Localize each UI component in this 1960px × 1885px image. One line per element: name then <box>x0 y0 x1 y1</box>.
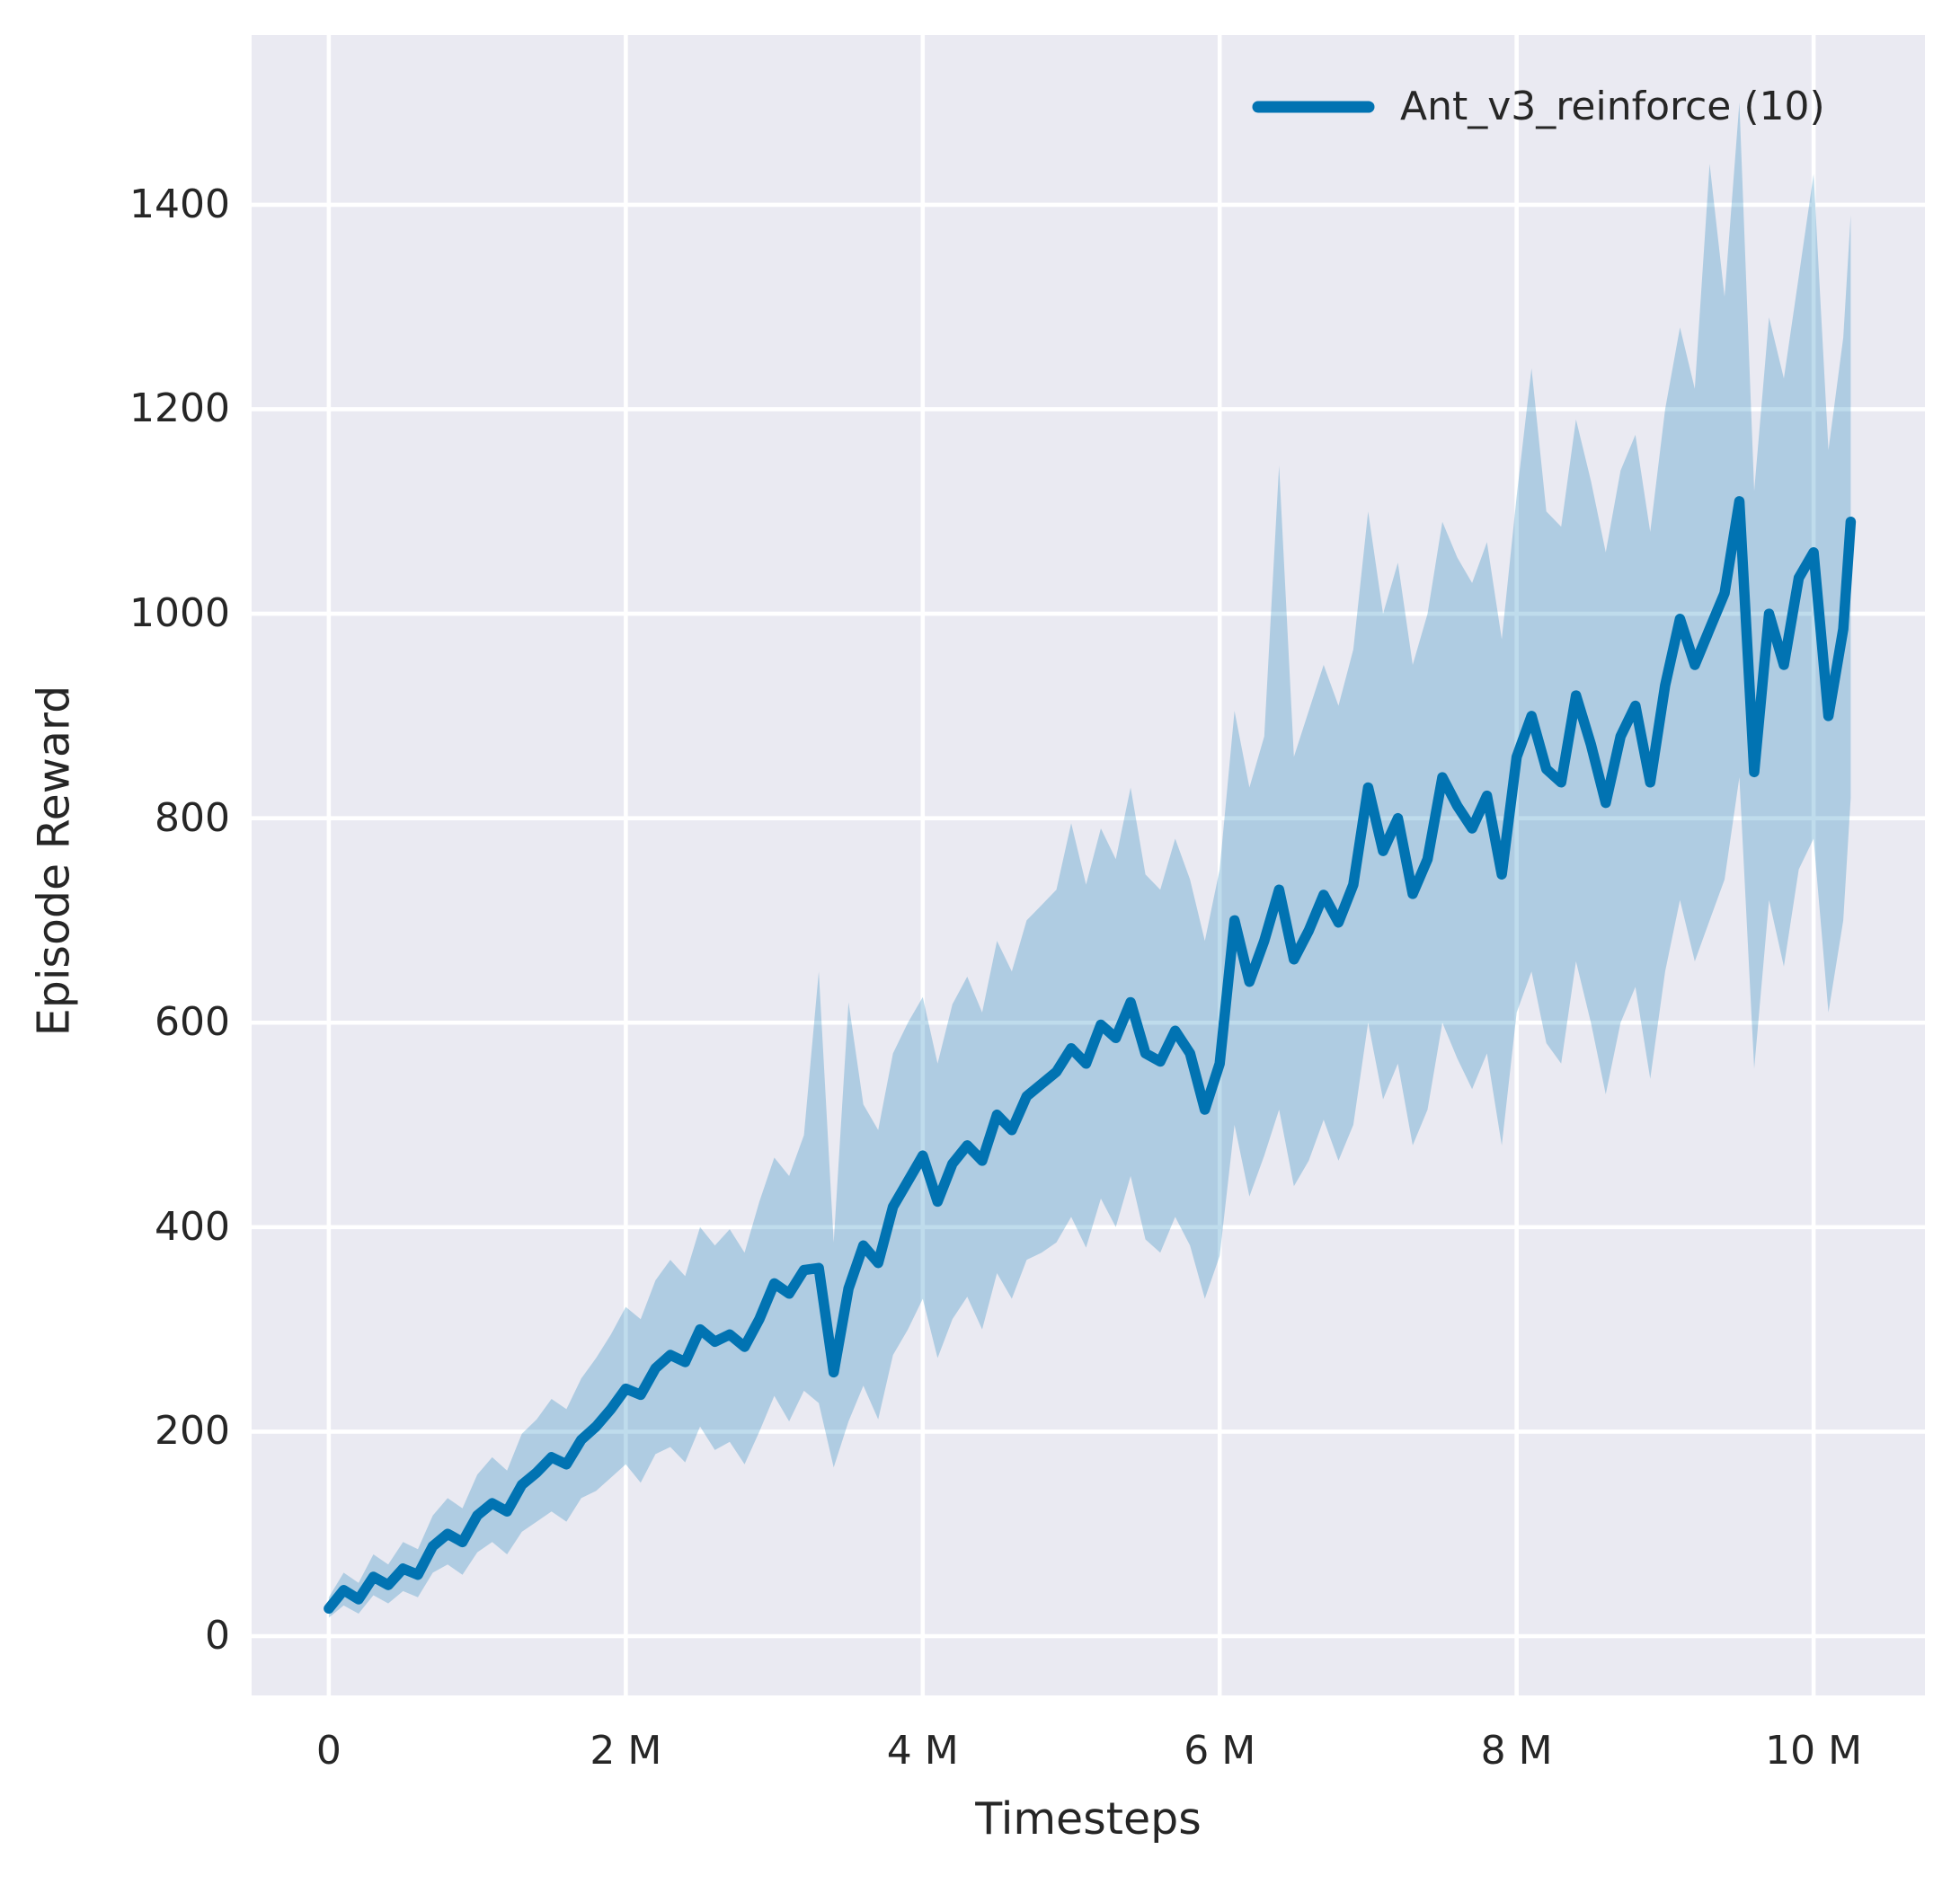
y-tick-label: 600 <box>155 999 230 1046</box>
y-tick-label: 0 <box>205 1613 230 1659</box>
confidence-band <box>328 102 1851 1618</box>
legend-label: Ant_v3_reinforce (10) <box>1400 84 1825 129</box>
y-tick-label: 1400 <box>129 181 230 227</box>
x-tick-label: 8 M <box>1480 1728 1553 1774</box>
y-tick-label: 1200 <box>129 385 230 432</box>
y-tick-label: 800 <box>155 794 230 841</box>
x-tick-label: 4 M <box>886 1728 959 1774</box>
y-axis-label: Episode Reward <box>28 685 80 1037</box>
x-tick-label: 0 <box>315 1728 341 1774</box>
mean-line <box>324 496 1857 1615</box>
x-tick-label: 10 M <box>1765 1728 1863 1774</box>
y-tick-label: 1000 <box>129 590 230 637</box>
y-tick-label: 400 <box>155 1203 230 1250</box>
x-tick-label: 6 M <box>1184 1728 1256 1774</box>
x-tick-label: 2 M <box>590 1728 662 1774</box>
gridlines <box>252 35 1925 1695</box>
x-axis-label: Timesteps <box>975 1793 1202 1845</box>
y-tick-label: 200 <box>155 1408 230 1455</box>
plot-area <box>252 35 1925 1695</box>
